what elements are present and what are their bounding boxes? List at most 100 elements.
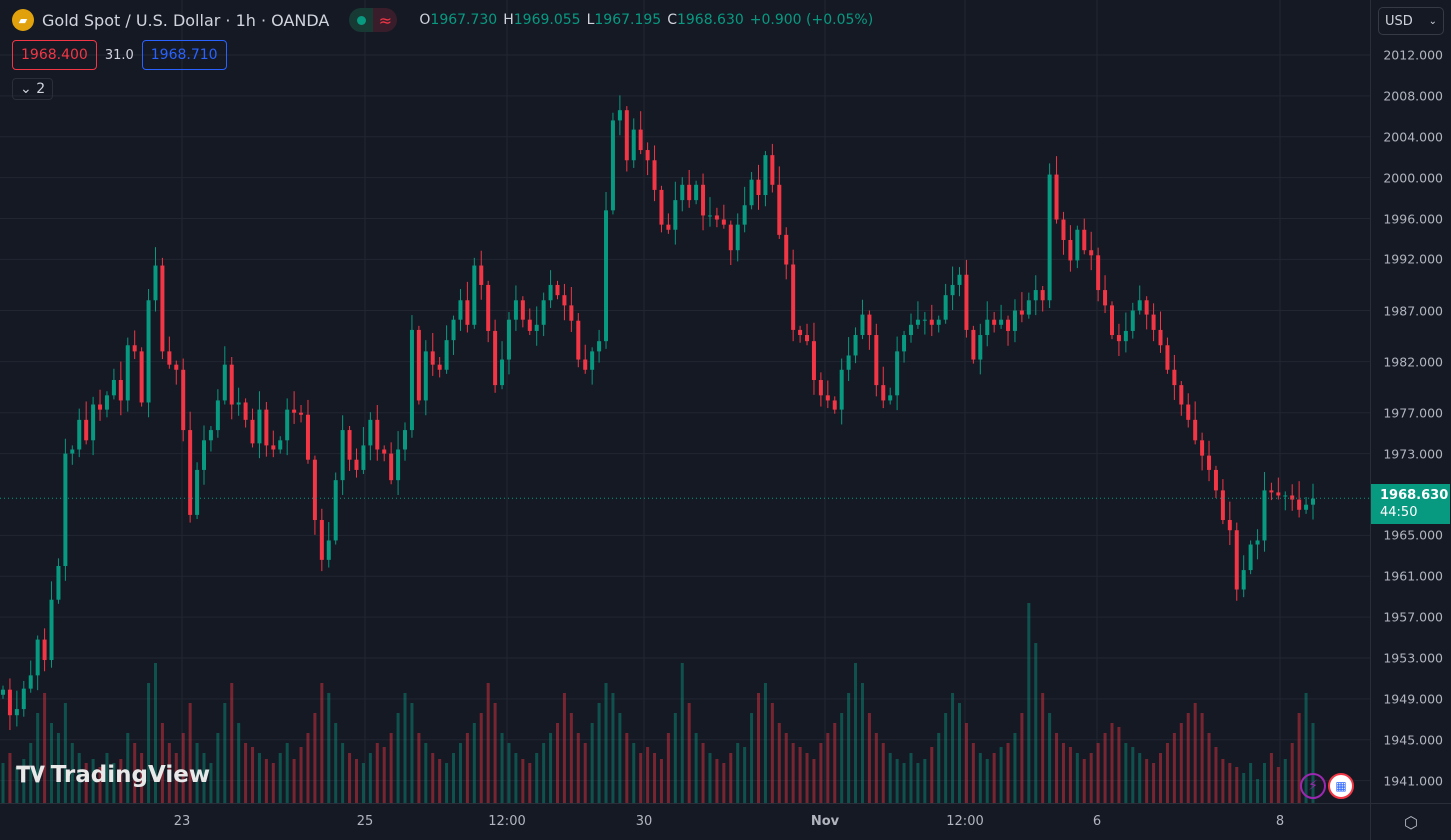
volume-bar (223, 703, 227, 803)
lightning-icon[interactable]: ⚡ (1300, 773, 1326, 799)
volume-bar (847, 693, 851, 803)
price-axis[interactable]: 2012.000 2008.000 2004.000 2000.000 1996.000… (1370, 0, 1451, 803)
candle-up (943, 295, 948, 320)
symbol-title[interactable]: Gold Spot / U.S. Dollar · 1h · OANDA (42, 10, 330, 30)
volume-bar (833, 723, 837, 803)
candle-up (215, 400, 220, 431)
candle-down (292, 409, 297, 413)
volume-bar (1068, 747, 1072, 803)
candle-up (208, 430, 213, 441)
candle-up (49, 599, 54, 661)
chart-settings-button[interactable]: ⬡ (1370, 803, 1451, 840)
candle-down (555, 284, 560, 296)
volume-bar (763, 683, 767, 803)
volume-bar (514, 753, 518, 803)
us-flag-icon[interactable]: ▦ (1328, 773, 1354, 799)
volume-bar (167, 743, 171, 803)
candle-down (1207, 455, 1212, 470)
volume-bar (1159, 753, 1163, 803)
candle-down (798, 329, 803, 336)
volume-bar (1249, 763, 1253, 803)
candle-up (763, 155, 768, 196)
volume-bar (389, 733, 393, 803)
volume-bar (36, 713, 40, 803)
market-status[interactable]: ≈ (349, 8, 398, 32)
candle-up (999, 319, 1004, 325)
candle-down (1186, 404, 1191, 420)
volume-bar (1089, 753, 1093, 803)
candle-down (299, 412, 304, 415)
tradingview-logo[interactable]: 𝐓𝐕 TradingView (16, 762, 210, 788)
volume-bar (812, 759, 816, 803)
candle-down (1179, 385, 1184, 405)
volume-bar (867, 713, 871, 803)
candle-down (437, 364, 442, 370)
volume-bar (382, 747, 386, 803)
volume-bar (327, 693, 331, 803)
volume-bar (431, 753, 435, 803)
legend-header: ▰ Gold Spot / U.S. Dollar · 1h · OANDA ≈… (12, 8, 873, 32)
candle-up (707, 215, 712, 217)
candle-up (978, 335, 983, 360)
volume-bar (1117, 727, 1121, 803)
low-label: L (586, 12, 595, 28)
time-tick-label: 8 (1275, 814, 1285, 829)
candle-down (312, 459, 317, 521)
watermark-text: TradingView (50, 762, 211, 788)
candle-down (1220, 490, 1225, 521)
volume-bar (1193, 703, 1197, 803)
candle-down (1234, 530, 1239, 590)
volume-bar (472, 723, 476, 803)
volume-bar (736, 743, 740, 803)
price-tick-label: 1982.000 (1383, 354, 1443, 370)
volume-bar (999, 747, 1003, 803)
candle-up (694, 184, 699, 201)
volume-bar (140, 753, 144, 803)
candle-up (950, 284, 955, 296)
volume-bar (1006, 743, 1010, 803)
candle-down (701, 184, 706, 216)
candle-down (867, 314, 872, 336)
volume-bar (958, 703, 962, 803)
volume-bar (729, 753, 733, 803)
currency-select[interactable]: USD ⌄ (1378, 7, 1444, 35)
volume-bar (251, 747, 255, 803)
price-chart[interactable] (0, 0, 1370, 803)
candle-up (153, 265, 158, 301)
candle-up (1262, 490, 1267, 541)
last-price-value: 1968.630 (1380, 488, 1449, 503)
candle-down (1068, 239, 1073, 261)
volume-bar (216, 733, 220, 803)
volume-bar (493, 703, 497, 803)
volume-bar (1048, 713, 1052, 803)
volume-bar (313, 713, 317, 803)
volume-bar (805, 753, 809, 803)
volume-bar (881, 743, 885, 803)
candle-down (645, 150, 650, 161)
buy-button[interactable]: 1968.710 (141, 40, 227, 70)
price-tick-label: 1949.000 (1383, 691, 1443, 707)
time-axis[interactable]: 23 25 12:00 30 Nov 12:00 6 8 (0, 803, 1370, 840)
indicators-toggle[interactable]: ⌄ 2 (12, 78, 54, 100)
candle-down (1290, 495, 1295, 500)
volume-bar (1256, 779, 1260, 803)
volume-bar (784, 733, 788, 803)
candle-down (354, 459, 359, 470)
candle-down (181, 369, 186, 431)
candle-down (874, 335, 879, 386)
volume-bar (562, 693, 566, 803)
volume-bar (750, 713, 754, 803)
candle-up (1304, 504, 1309, 510)
sell-button[interactable]: 1968.400 (12, 40, 97, 70)
volume-bar (417, 733, 421, 803)
volume-bar (188, 703, 192, 803)
volume-bar (971, 743, 975, 803)
volume-bar (715, 759, 719, 803)
candle-down (1103, 290, 1108, 306)
candle-down (132, 345, 137, 352)
candle-down (1019, 310, 1024, 315)
volume-bar (278, 753, 282, 803)
candle-up (368, 419, 373, 446)
volume-bar (687, 703, 691, 803)
candle-down (777, 184, 782, 235)
